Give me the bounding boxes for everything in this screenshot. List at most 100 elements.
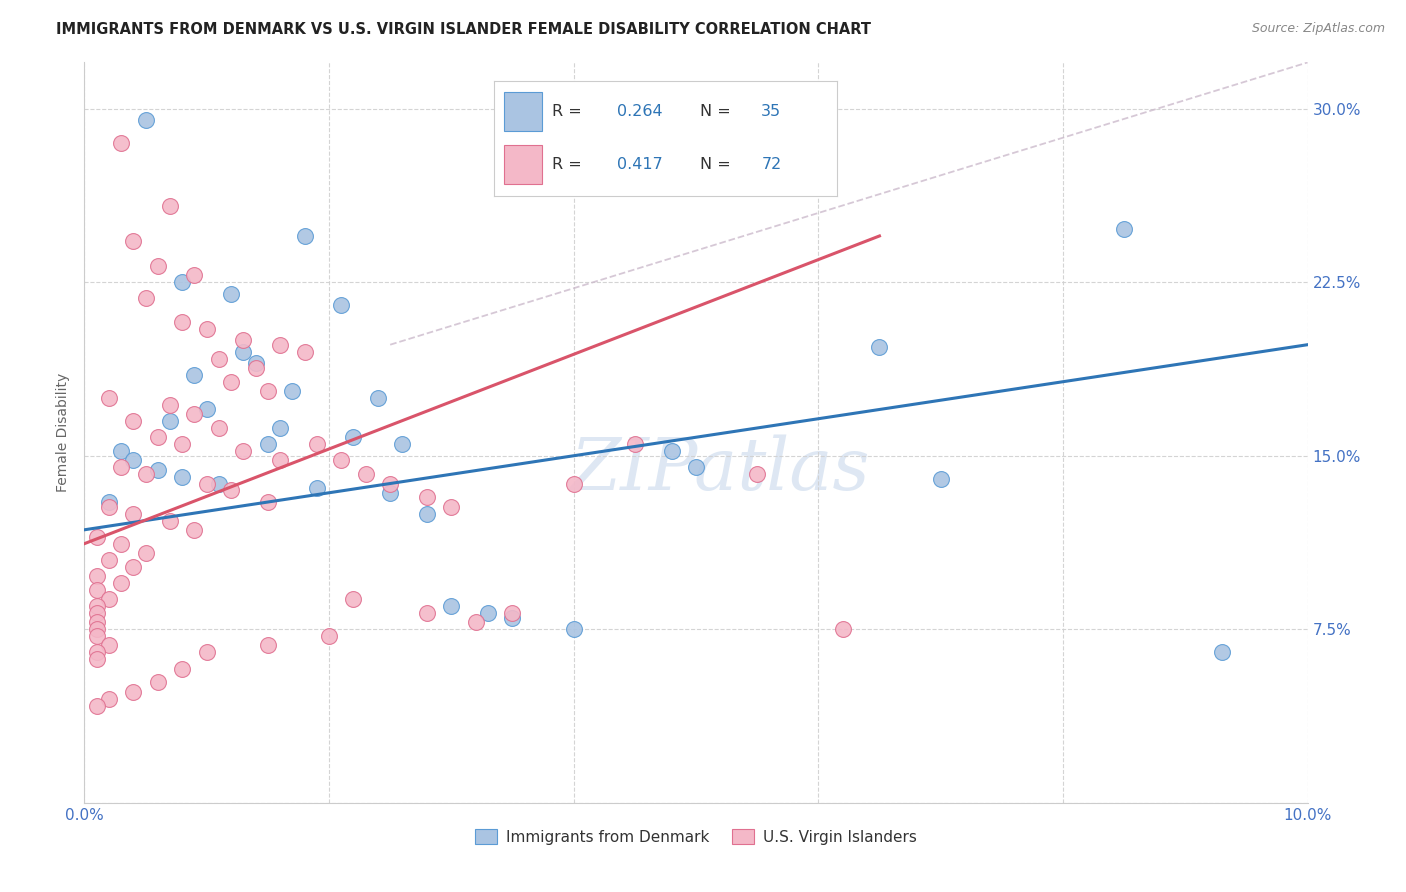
Point bbox=[110, 136, 132, 151]
Point bbox=[318, 629, 340, 643]
Point bbox=[97, 500, 120, 514]
Point bbox=[219, 286, 242, 301]
Point bbox=[86, 569, 108, 583]
Point bbox=[294, 229, 316, 244]
Point bbox=[380, 476, 402, 491]
Point bbox=[159, 199, 181, 213]
Point bbox=[477, 606, 499, 620]
Point bbox=[122, 453, 145, 467]
Point bbox=[122, 559, 145, 574]
Text: IMMIGRANTS FROM DENMARK VS U.S. VIRGIN ISLANDER FEMALE DISABILITY CORRELATION CH: IMMIGRANTS FROM DENMARK VS U.S. VIRGIN I… bbox=[56, 22, 872, 37]
Point bbox=[416, 491, 439, 505]
Point bbox=[257, 384, 280, 398]
Point bbox=[929, 472, 952, 486]
Point bbox=[86, 599, 108, 614]
Point bbox=[245, 356, 267, 370]
Point bbox=[245, 360, 267, 375]
Point bbox=[183, 368, 205, 382]
Point bbox=[195, 321, 218, 335]
Point bbox=[86, 645, 108, 659]
Point bbox=[135, 546, 157, 560]
Point bbox=[110, 444, 132, 458]
Point bbox=[110, 460, 132, 475]
Point bbox=[208, 476, 231, 491]
Point bbox=[122, 507, 145, 521]
Point bbox=[416, 507, 439, 521]
Point bbox=[172, 469, 194, 483]
Point bbox=[172, 275, 194, 289]
Point bbox=[183, 523, 205, 537]
Point bbox=[159, 414, 181, 428]
Point bbox=[135, 292, 157, 306]
Point bbox=[257, 495, 280, 509]
Point bbox=[183, 268, 205, 283]
Point bbox=[86, 582, 108, 597]
Point bbox=[416, 606, 439, 620]
Point bbox=[86, 698, 108, 713]
Point bbox=[146, 462, 169, 476]
Point bbox=[86, 530, 108, 544]
Point bbox=[232, 333, 254, 347]
Point bbox=[208, 351, 231, 366]
Point bbox=[172, 662, 194, 676]
Point bbox=[661, 444, 683, 458]
Point bbox=[269, 421, 291, 435]
Point bbox=[367, 391, 389, 405]
Point bbox=[183, 407, 205, 421]
Point bbox=[195, 402, 218, 417]
Point bbox=[342, 592, 364, 607]
Point bbox=[257, 437, 280, 451]
Point bbox=[502, 610, 524, 624]
Point bbox=[380, 485, 402, 500]
Point bbox=[122, 234, 145, 248]
Point bbox=[330, 453, 353, 467]
Point bbox=[391, 437, 413, 451]
Point bbox=[747, 467, 769, 482]
Point bbox=[257, 639, 280, 653]
Point bbox=[219, 483, 242, 498]
Point bbox=[159, 514, 181, 528]
Point bbox=[624, 437, 647, 451]
Point bbox=[464, 615, 486, 630]
Point bbox=[97, 495, 120, 509]
Point bbox=[146, 675, 169, 690]
Point bbox=[562, 476, 585, 491]
Point bbox=[440, 599, 463, 614]
Point bbox=[86, 652, 108, 666]
Point bbox=[305, 437, 328, 451]
Point bbox=[1114, 222, 1136, 236]
Y-axis label: Female Disability: Female Disability bbox=[56, 373, 70, 492]
Point bbox=[135, 467, 157, 482]
Point bbox=[831, 622, 853, 636]
Point bbox=[86, 622, 108, 636]
Point bbox=[342, 430, 364, 444]
Point bbox=[1211, 645, 1233, 659]
Point bbox=[146, 259, 169, 273]
Point bbox=[110, 536, 132, 550]
Point bbox=[97, 639, 120, 653]
Point bbox=[97, 592, 120, 607]
Point bbox=[195, 645, 218, 659]
Point bbox=[294, 344, 316, 359]
Point bbox=[172, 437, 194, 451]
Point bbox=[122, 685, 145, 699]
Point bbox=[269, 453, 291, 467]
Point bbox=[330, 298, 353, 312]
Point bbox=[305, 481, 328, 495]
Point bbox=[86, 629, 108, 643]
Point bbox=[232, 444, 254, 458]
Point bbox=[440, 500, 463, 514]
Point bbox=[86, 606, 108, 620]
Point bbox=[281, 384, 304, 398]
Point bbox=[97, 391, 120, 405]
Point bbox=[110, 576, 132, 591]
Point bbox=[562, 622, 585, 636]
Point bbox=[146, 430, 169, 444]
Point bbox=[232, 344, 254, 359]
Point bbox=[869, 340, 891, 354]
Point bbox=[86, 615, 108, 630]
Point bbox=[354, 467, 377, 482]
Point bbox=[172, 314, 194, 328]
Legend: Immigrants from Denmark, U.S. Virgin Islanders: Immigrants from Denmark, U.S. Virgin Isl… bbox=[470, 822, 922, 851]
Point bbox=[97, 553, 120, 567]
